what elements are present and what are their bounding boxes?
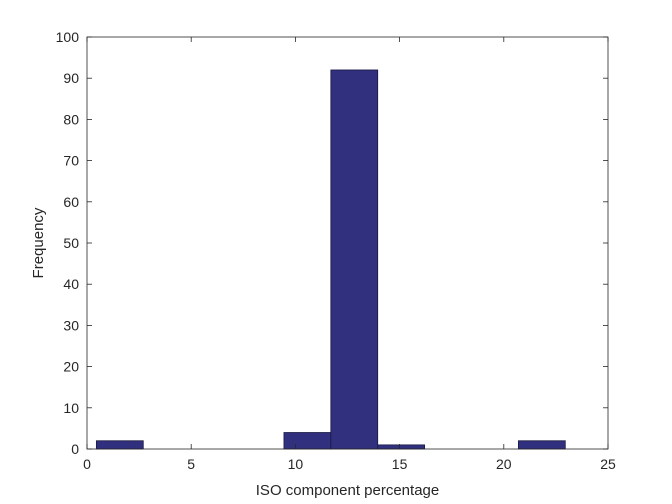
x-tick-label: 25 [600, 456, 616, 472]
x-tick-label: 0 [83, 456, 91, 472]
x-tick-label: 10 [288, 456, 304, 472]
x-tick-label: 15 [392, 456, 408, 472]
bars-layer [95, 69, 566, 450]
histogram-bar [95, 440, 144, 450]
y-axis: 0 10 20 30 40 50 60 70 80 90 100 [56, 29, 608, 457]
y-axis-label: Frequency [30, 207, 47, 278]
x-tick-label: 20 [496, 456, 512, 472]
x-tick-label: 5 [187, 456, 195, 472]
x-axis: 0 5 10 15 20 25 [83, 37, 616, 472]
y-tick-label: 0 [71, 441, 79, 457]
y-tick-label: 40 [63, 276, 79, 292]
y-tick-label: 90 [63, 70, 79, 86]
histogram-bar [330, 69, 379, 450]
y-tick-label: 20 [63, 359, 79, 375]
y-tick-label: 80 [63, 111, 79, 127]
histogram-bar [517, 440, 566, 450]
y-tick-label: 60 [63, 194, 79, 210]
x-axis-label: ISO component percentage [256, 482, 439, 499]
histogram-bar [283, 432, 332, 450]
histogram-bar [377, 444, 426, 450]
y-tick-label: 100 [56, 29, 80, 45]
y-tick-label: 30 [63, 317, 79, 333]
y-tick-label: 70 [63, 153, 79, 169]
y-tick-label: 50 [63, 235, 79, 251]
y-tick-label: 10 [63, 400, 79, 416]
